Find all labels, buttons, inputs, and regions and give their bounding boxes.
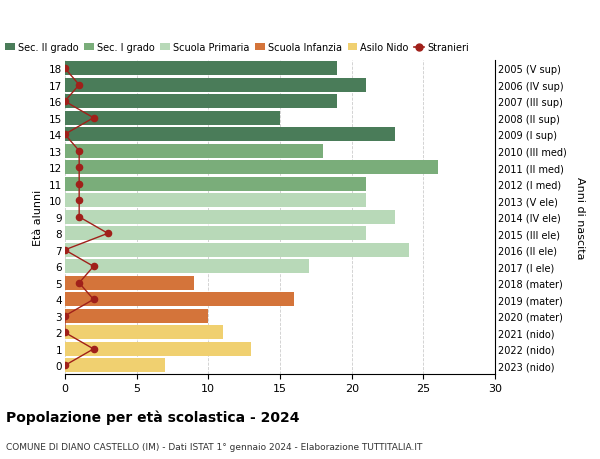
- Bar: [65, 210, 395, 224]
- Point: [60, 98, 70, 106]
- Bar: [65, 194, 366, 208]
- Y-axis label: Anni di nascita: Anni di nascita: [575, 176, 585, 258]
- Bar: [65, 326, 223, 340]
- Point: [74, 214, 84, 221]
- Point: [60, 329, 70, 336]
- Legend: Sec. II grado, Sec. I grado, Scuola Primaria, Scuola Infanzia, Asilo Nido, Stran: Sec. II grado, Sec. I grado, Scuola Prim…: [1, 39, 473, 57]
- Point: [74, 148, 84, 155]
- Point: [60, 131, 70, 139]
- Point: [74, 197, 84, 205]
- Point: [89, 346, 98, 353]
- Point: [89, 263, 98, 270]
- Point: [74, 280, 84, 287]
- Bar: [65, 112, 280, 125]
- Bar: [65, 227, 366, 241]
- Point: [74, 164, 84, 172]
- Bar: [65, 95, 337, 109]
- Bar: [65, 145, 323, 158]
- Y-axis label: Età alunni: Età alunni: [33, 189, 43, 246]
- Point: [60, 246, 70, 254]
- Point: [89, 115, 98, 122]
- Bar: [65, 128, 395, 142]
- Point: [103, 230, 113, 237]
- Point: [60, 313, 70, 320]
- Point: [89, 296, 98, 303]
- Bar: [65, 243, 409, 257]
- Text: Popolazione per età scolastica - 2024: Popolazione per età scolastica - 2024: [6, 410, 299, 425]
- Point: [60, 65, 70, 73]
- Bar: [65, 342, 251, 356]
- Bar: [65, 358, 165, 373]
- Text: COMUNE DI DIANO CASTELLO (IM) - Dati ISTAT 1° gennaio 2024 - Elaborazione TUTTIT: COMUNE DI DIANO CASTELLO (IM) - Dati IST…: [6, 442, 422, 451]
- Bar: [65, 309, 208, 323]
- Bar: [65, 62, 337, 76]
- Point: [74, 82, 84, 89]
- Bar: [65, 78, 366, 93]
- Bar: [65, 293, 295, 307]
- Bar: [65, 177, 366, 191]
- Point: [60, 362, 70, 369]
- Bar: [65, 161, 438, 175]
- Point: [74, 181, 84, 188]
- Bar: [65, 260, 308, 274]
- Bar: [65, 276, 194, 290]
